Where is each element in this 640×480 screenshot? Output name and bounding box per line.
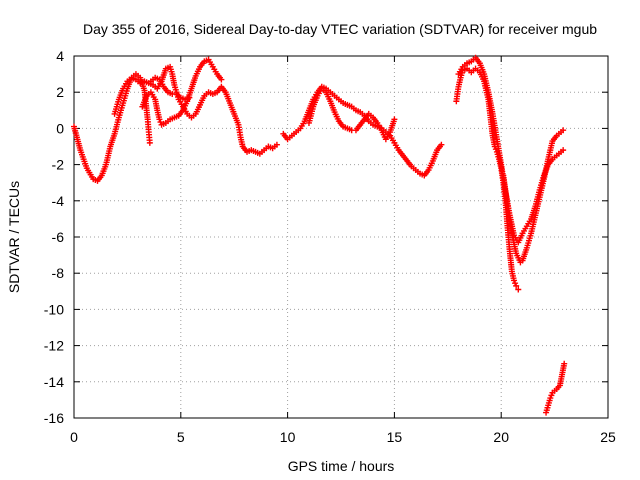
x-tick-label: 15 <box>387 429 403 445</box>
x-tick-label: 25 <box>600 429 616 445</box>
series-track-d <box>147 74 193 103</box>
data-point <box>511 277 518 284</box>
y-tick-label: -4 <box>52 193 65 209</box>
y-tick-label: -14 <box>44 374 64 390</box>
series-track-a <box>71 71 153 184</box>
grid <box>74 56 608 418</box>
data-point <box>218 76 225 83</box>
data-point <box>560 147 567 154</box>
y-tick-label: 2 <box>56 84 64 100</box>
series-track-b <box>111 63 280 157</box>
series-track-j <box>543 360 568 416</box>
data-point <box>146 139 153 146</box>
x-tick-label: 10 <box>280 429 296 445</box>
data-point-interp <box>548 392 555 399</box>
y-tick-label: -8 <box>52 265 65 281</box>
data-point <box>547 395 554 402</box>
series-track-i <box>500 127 567 266</box>
x-axis-label: GPS time / hours <box>288 458 395 474</box>
data-point <box>561 360 568 367</box>
y-tick-label: 4 <box>56 48 64 64</box>
y-tick-label: -10 <box>44 301 64 317</box>
series-track-c <box>139 56 225 128</box>
y-tick-label: -16 <box>44 410 64 426</box>
series-track-g <box>453 65 522 293</box>
data-point <box>156 116 163 123</box>
x-tick-label: 5 <box>177 429 185 445</box>
plot-frame <box>73 55 609 419</box>
data-point <box>515 286 522 293</box>
data-point <box>273 141 280 148</box>
x-tick-label: 0 <box>70 429 78 445</box>
y-axis-label: SDTVAR / TECUs <box>6 181 22 293</box>
data-point <box>391 116 398 123</box>
axis-ticks: 0 5 10 15 20 25 -16 -14 -12 -10 -8 -6 -4 -2 0 2 4 <box>44 48 616 445</box>
y-tick-label: -12 <box>44 338 64 354</box>
x-tick-label: 20 <box>493 429 509 445</box>
y-tick-label: -2 <box>52 157 65 173</box>
chart-title: Day 355 of 2016, Sidereal Day-to-day VTE… <box>83 21 597 37</box>
data-point-interp <box>512 280 519 287</box>
data-point <box>186 94 193 101</box>
data-point <box>560 127 567 134</box>
data-points <box>71 54 568 416</box>
series-track-f <box>305 85 398 143</box>
y-tick-label: -6 <box>52 229 65 245</box>
data-point <box>438 141 445 148</box>
y-tick-label: 0 <box>56 120 64 136</box>
data-point <box>513 282 520 289</box>
data-point-interp <box>157 119 164 126</box>
